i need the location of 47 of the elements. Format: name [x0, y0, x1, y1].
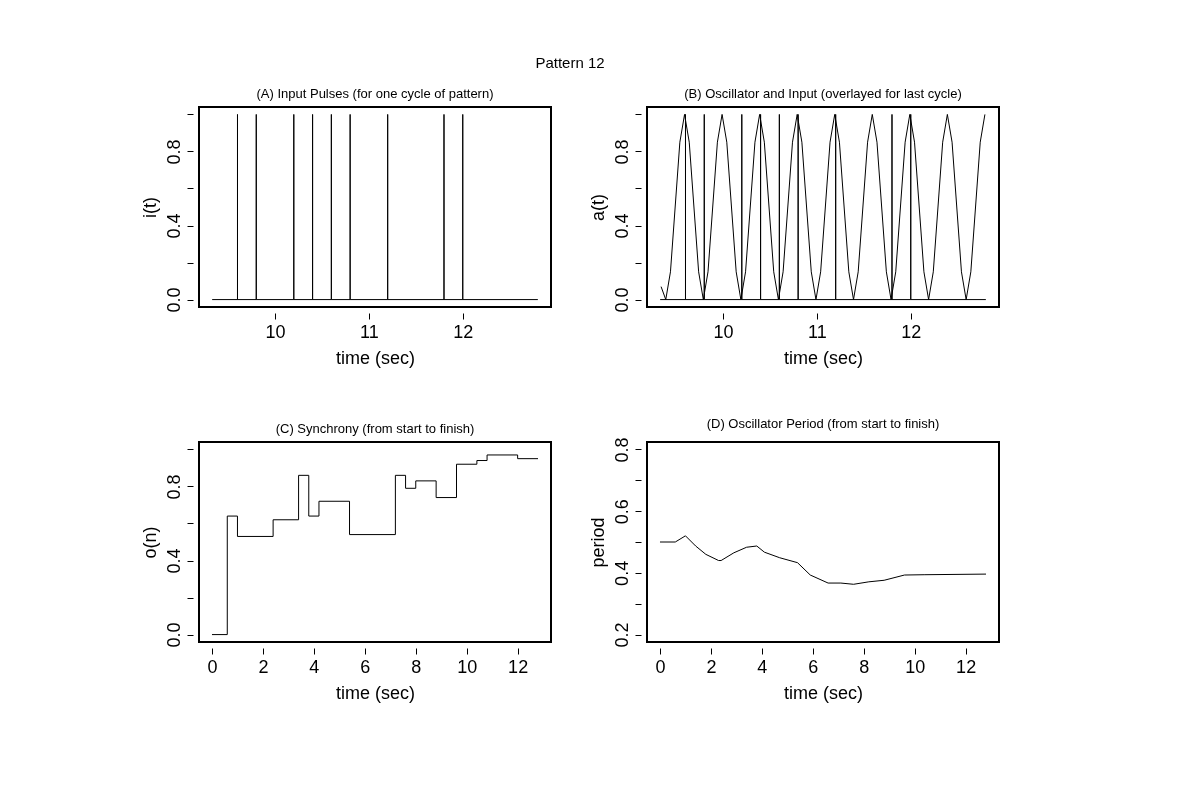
y-tick-label: 0.0 [163, 622, 184, 648]
y-tick-label: 0.4 [611, 213, 632, 239]
x-tick-label: 10 [905, 656, 926, 677]
text: Pattern 12 [535, 54, 605, 71]
y-tick-label: 0.8 [163, 474, 184, 500]
x-tick-label: 8 [859, 656, 870, 677]
x-axis-title: time (sec) [335, 682, 416, 703]
x-tick-label: 2 [258, 656, 269, 677]
y-tick-label: 0.0 [163, 287, 184, 313]
x-tick-label: 4 [757, 656, 768, 677]
y-tick-label: 0.4 [611, 560, 632, 586]
x-tick-label: 10 [713, 321, 734, 342]
y-tick-label: 0.4 [163, 213, 184, 239]
y-tick-label: 0.6 [611, 499, 632, 525]
y-axis-title: a(t) [587, 194, 608, 221]
x-tick-label: 12 [901, 321, 922, 342]
chart-title: (A) Input Pulses (for one cycle of pattern) [256, 86, 494, 101]
x-tick-label: 12 [508, 656, 529, 677]
x-tick-label: 8 [411, 656, 422, 677]
x-tick-label: 6 [360, 656, 371, 677]
x-tick-label: 6 [808, 656, 819, 677]
y-tick-label: 0.8 [163, 139, 184, 165]
line-series [659, 535, 987, 585]
x-tick-label: 0 [655, 656, 666, 677]
y-tick-label: 0.0 [611, 287, 632, 313]
x-axis-title: time (sec) [783, 682, 864, 703]
y-axis-title: period [587, 517, 608, 568]
x-tick-label: 12 [956, 656, 977, 677]
x-tick-label: 11 [360, 321, 379, 342]
chart-title: (D) Oscillator Period (from start to finish) [706, 415, 940, 431]
x-tick-label: 0 [207, 656, 218, 677]
y-tick-label: 0.8 [611, 437, 632, 463]
x-tick-label: 10 [457, 656, 478, 677]
x-tick-label: 11 [808, 321, 827, 342]
y-tick-label: 0.8 [611, 139, 632, 165]
x-tick-label: 2 [706, 656, 717, 677]
y-axis-title: o(n) [139, 526, 160, 559]
x-tick-label: 10 [265, 321, 286, 342]
y-axis-title: i(t) [139, 197, 160, 218]
y-tick-label: 0.4 [163, 548, 184, 574]
x-tick-label: 12 [453, 321, 474, 342]
x-axis-title: time (sec) [783, 347, 864, 368]
chart-title: (C) Synchrony (from start to finish) [275, 421, 475, 436]
x-axis-title: time (sec) [335, 347, 416, 368]
y-tick-label: 0.2 [611, 622, 632, 648]
chart-title: (B) Oscillator and Input (overlayed for last cycle) [684, 86, 962, 101]
x-tick-label: 4 [309, 656, 320, 677]
